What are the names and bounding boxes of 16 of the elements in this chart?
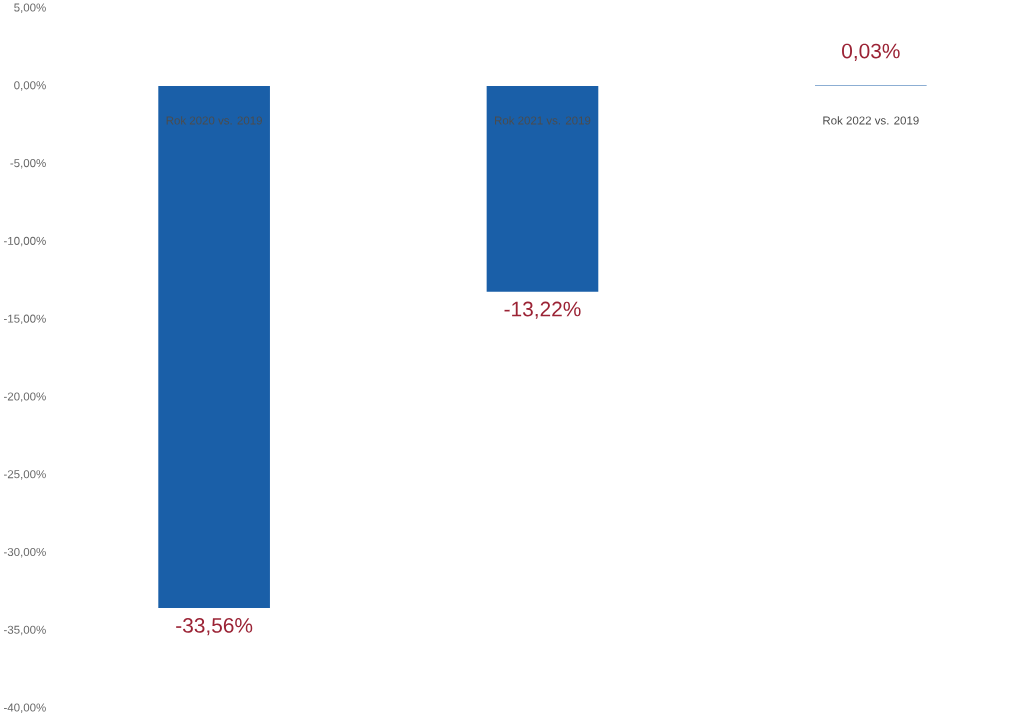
data-label: -13,22% (504, 301, 581, 319)
y-tick-label: -35,00% (3, 625, 46, 635)
x-tick-label: Rok 2022 vs. 2019 (823, 115, 919, 125)
y-tick-label: -30,00% (3, 547, 46, 558)
y-tick-label: -40,00% (3, 703, 46, 713)
y-tick-label: 5,00% (14, 3, 46, 13)
y-tick-label: -15,00% (3, 314, 46, 324)
y-tick-label: -5,00% (10, 158, 46, 169)
y-tick-label: -10,00% (3, 236, 46, 247)
y-tick-label: -25,00% (3, 469, 46, 480)
data-label: -33,56% (176, 617, 253, 636)
x-tick-label: Rok 2020 vs. 2019 (166, 115, 262, 125)
data-label: 0,03% (842, 43, 900, 61)
y-tick-label: 0,00% (14, 81, 46, 91)
y-tick-label: -20,00% (3, 392, 46, 402)
x-tick-label: Rok 2021 vs. 2019 (495, 115, 591, 125)
